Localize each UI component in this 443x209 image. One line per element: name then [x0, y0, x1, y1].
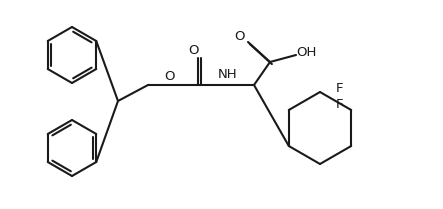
- Text: F: F: [336, 98, 344, 111]
- Text: OH: OH: [296, 46, 316, 59]
- Text: O: O: [189, 45, 199, 57]
- Text: O: O: [165, 70, 175, 84]
- Text: O: O: [235, 31, 245, 43]
- Text: NH: NH: [218, 69, 238, 82]
- Text: F: F: [336, 82, 344, 94]
